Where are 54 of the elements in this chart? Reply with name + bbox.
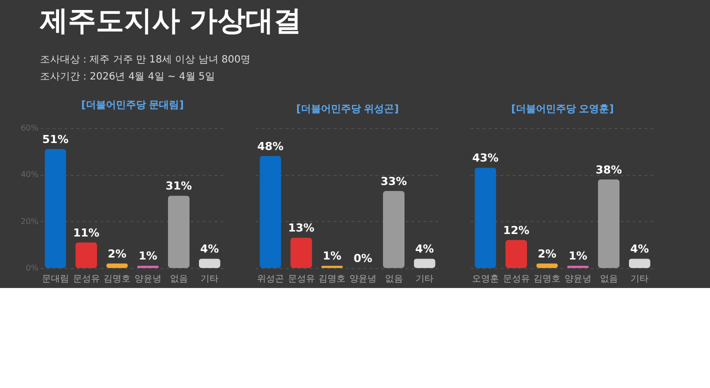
x-tick-label: 문대림 bbox=[42, 274, 69, 284]
bar bbox=[44, 149, 66, 268]
data-label: 11% bbox=[73, 226, 100, 240]
bar bbox=[474, 168, 496, 268]
chart-title: [더불어민주당 위성곤] bbox=[296, 104, 399, 115]
data-label: 4% bbox=[200, 242, 219, 256]
x-tick-label: 없음 bbox=[600, 274, 618, 284]
data-label: 4% bbox=[630, 242, 649, 256]
chart-title: [더불어민주당 오영훈] bbox=[511, 104, 614, 115]
bar bbox=[414, 258, 436, 268]
bar bbox=[505, 240, 528, 268]
x-tick-label: 문성유 bbox=[502, 274, 530, 284]
x-tick-label: 양윤녕 bbox=[349, 274, 376, 284]
data-label: 12% bbox=[503, 224, 530, 237]
bar bbox=[382, 191, 405, 268]
bar bbox=[260, 156, 282, 268]
x-tick-label: 기타 bbox=[416, 274, 434, 284]
bar bbox=[75, 242, 98, 268]
data-label: 43% bbox=[472, 152, 499, 165]
x-tick-label: 위성곤 bbox=[256, 274, 284, 284]
data-label: 33% bbox=[380, 175, 407, 188]
x-tick-label: 양윤녕 bbox=[134, 274, 162, 284]
bar bbox=[290, 238, 312, 268]
text: 제주도지사 가상대결 bbox=[39, 4, 302, 37]
data-label: 4% bbox=[415, 242, 434, 256]
bar bbox=[598, 179, 620, 268]
x-tick-label: 오영훈 bbox=[472, 274, 499, 284]
bar bbox=[168, 196, 190, 268]
bar bbox=[628, 258, 650, 268]
data-label: 38% bbox=[596, 163, 622, 176]
x-tick-label: 김명호 bbox=[104, 274, 131, 284]
data-label: 13% bbox=[288, 222, 314, 235]
text: 조사기간 : 2026년 4월 4일 ~ 4월 5일 bbox=[40, 72, 215, 82]
x-tick-label: 없음 bbox=[384, 274, 403, 284]
data-label: 48% bbox=[257, 140, 284, 153]
chart-title: [더불어민주당 문대림] bbox=[81, 100, 184, 111]
data-label: 0% bbox=[354, 252, 372, 265]
x-tick-label: 기타 bbox=[200, 274, 219, 284]
data-label: 1% bbox=[322, 250, 342, 263]
data-label: 1% bbox=[568, 250, 588, 263]
data-label: 2% bbox=[538, 247, 556, 260]
data-label: 2% bbox=[108, 247, 126, 260]
x-tick-label: 김명호 bbox=[534, 274, 561, 284]
x-tick-label: 김명호 bbox=[318, 274, 346, 284]
x-tick-label: 기타 bbox=[630, 274, 649, 284]
x-tick-label: 문성유 bbox=[72, 274, 100, 284]
bar bbox=[198, 258, 220, 268]
x-tick-label: 문성유 bbox=[288, 274, 315, 284]
x-tick-label: 없음 bbox=[170, 274, 188, 284]
text: 조사대상 : 제주 거주 만 18세 이상 남녀 800명 bbox=[40, 54, 251, 66]
data-label: 31% bbox=[166, 180, 192, 193]
data-label: 1% bbox=[138, 250, 158, 263]
x-tick-label: 양윤녕 bbox=[564, 274, 592, 284]
data-label: 51% bbox=[42, 133, 69, 146]
